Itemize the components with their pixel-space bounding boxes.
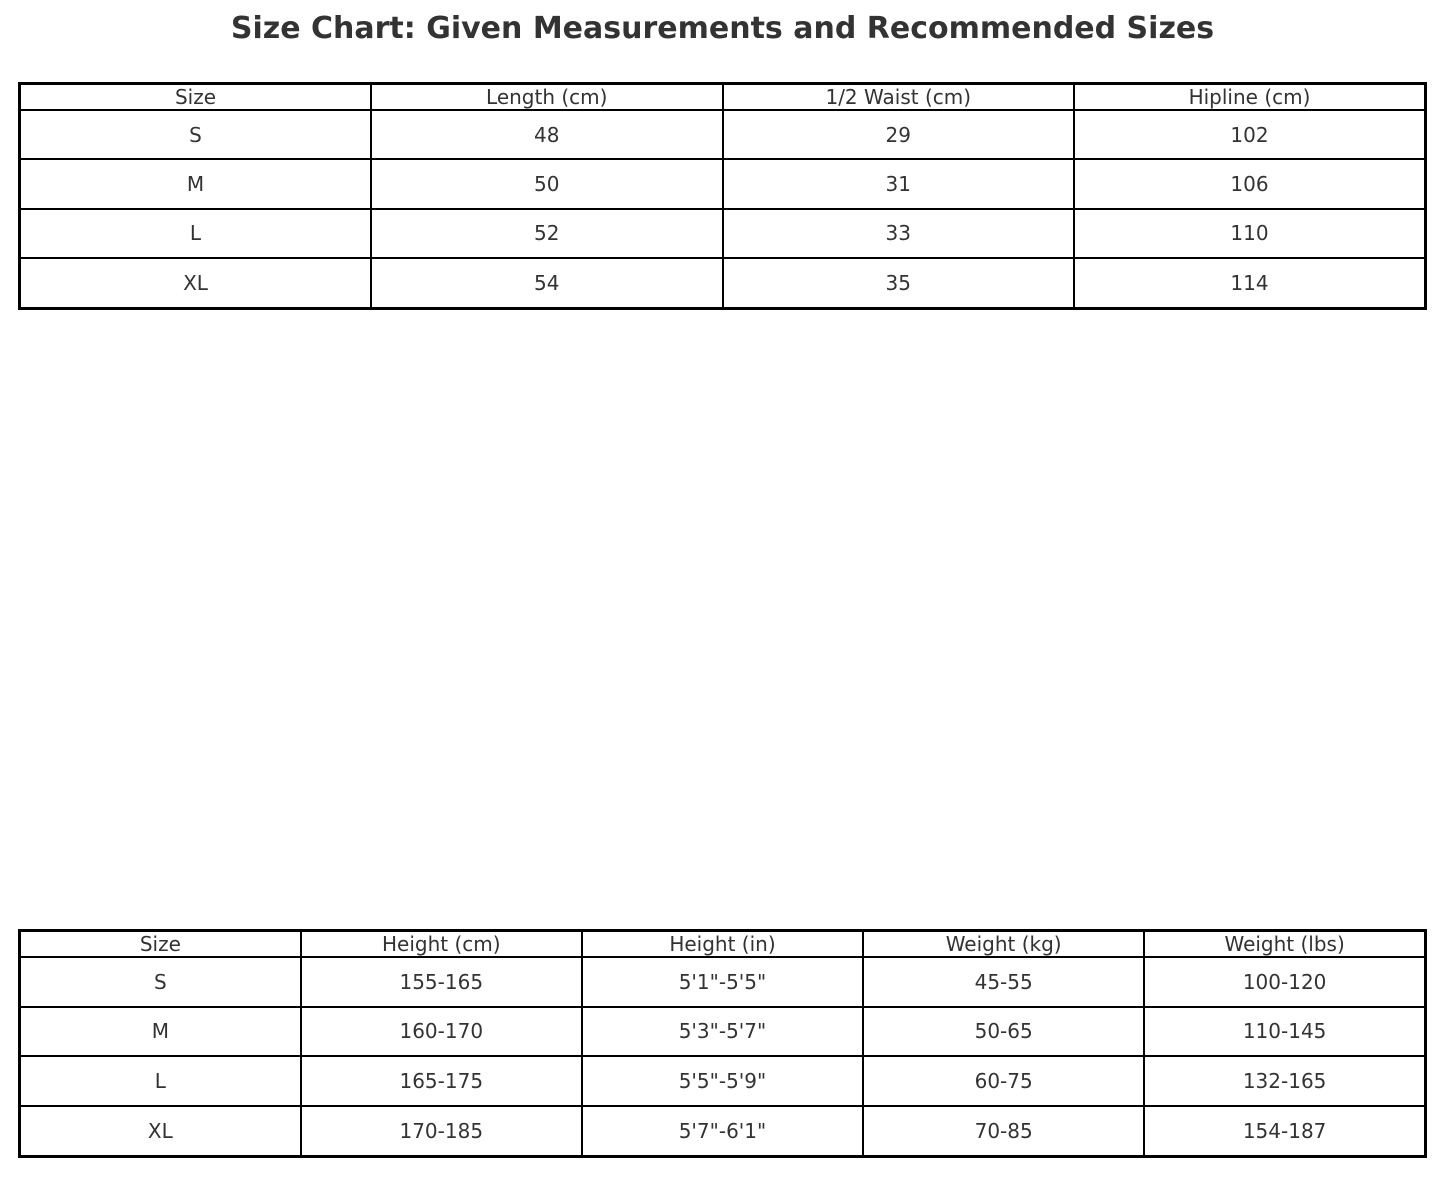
table-cell: M bbox=[18, 158, 372, 210]
table-cell: 70-85 bbox=[862, 1104, 1146, 1158]
column-header-height-cm: Height (cm) bbox=[299, 929, 583, 958]
table-cell: 5'3"-5'7" bbox=[580, 1005, 865, 1058]
table-cell: 132-165 bbox=[1143, 1055, 1427, 1107]
table-row-xl: XL 170-185 5'7"-6'1" 70-85 154-187 bbox=[18, 1104, 1427, 1158]
table-cell: 154-187 bbox=[1143, 1104, 1427, 1158]
column-header-size: Size bbox=[18, 929, 302, 958]
table-cell: 155-165 bbox=[299, 956, 583, 1008]
column-header-waist: 1/2 Waist (cm) bbox=[721, 82, 1075, 111]
table-cell: 50 bbox=[370, 158, 724, 210]
table-cell: XL bbox=[18, 1104, 302, 1158]
recommended-sizes-table: Size Height (cm) Height (in) Weight (kg)… bbox=[18, 929, 1427, 1158]
table-row-xl: XL 54 35 114 bbox=[18, 257, 1427, 310]
table-cell: XL bbox=[18, 257, 372, 310]
table-cell: 102 bbox=[1073, 108, 1427, 161]
table-cell: 114 bbox=[1073, 257, 1427, 310]
table-row-m: M 50 31 106 bbox=[18, 158, 1427, 210]
table-header-row: Size Height (cm) Height (in) Weight (kg)… bbox=[18, 929, 1427, 958]
table-cell: S bbox=[18, 956, 302, 1008]
table-row-l: L 165-175 5'5"-5'9" 60-75 132-165 bbox=[18, 1055, 1427, 1107]
column-header-height-in: Height (in) bbox=[580, 929, 865, 958]
table-cell: 50-65 bbox=[862, 1005, 1146, 1058]
page-title: Size Chart: Given Measurements and Recom… bbox=[230, 11, 1215, 46]
column-header-hipline: Hipline (cm) bbox=[1073, 82, 1427, 111]
table-row-s: S 48 29 102 bbox=[18, 108, 1427, 161]
table-cell: 35 bbox=[721, 257, 1075, 310]
table-cell: 31 bbox=[721, 158, 1075, 210]
table-header-row: Size Length (cm) 1/2 Waist (cm) Hipline … bbox=[18, 82, 1427, 111]
table-cell: 170-185 bbox=[299, 1104, 583, 1158]
table-cell: M bbox=[18, 1005, 302, 1058]
table-cell: L bbox=[18, 1055, 302, 1107]
table-cell: 29 bbox=[721, 108, 1075, 161]
table-cell: 160-170 bbox=[299, 1005, 583, 1058]
table-cell: 33 bbox=[721, 207, 1075, 260]
table-cell: 165-175 bbox=[299, 1055, 583, 1107]
table-row-m: M 160-170 5'3"-5'7" 50-65 110-145 bbox=[18, 1005, 1427, 1058]
table-row-s: S 155-165 5'1"-5'5" 45-55 100-120 bbox=[18, 956, 1427, 1008]
table-cell: 100-120 bbox=[1143, 956, 1427, 1008]
table-cell: 5'5"-5'9" bbox=[580, 1055, 865, 1107]
table-cell: 110 bbox=[1073, 207, 1427, 260]
column-header-weight-lbs: Weight (lbs) bbox=[1143, 929, 1427, 958]
table-cell: 5'7"-6'1" bbox=[580, 1104, 865, 1158]
table-cell: S bbox=[18, 108, 372, 161]
table-cell: 60-75 bbox=[862, 1055, 1146, 1107]
column-header-weight-kg: Weight (kg) bbox=[862, 929, 1146, 958]
table-cell: 5'1"-5'5" bbox=[580, 956, 865, 1008]
column-header-length: Length (cm) bbox=[370, 82, 724, 111]
column-header-size: Size bbox=[18, 82, 372, 111]
table-cell: 54 bbox=[370, 257, 724, 310]
table-cell: 48 bbox=[370, 108, 724, 161]
table-cell: 106 bbox=[1073, 158, 1427, 210]
table-cell: 110-145 bbox=[1143, 1005, 1427, 1058]
given-measurements-table: Size Length (cm) 1/2 Waist (cm) Hipline … bbox=[18, 82, 1427, 310]
table-cell: L bbox=[18, 207, 372, 260]
table-row-l: L 52 33 110 bbox=[18, 207, 1427, 260]
table-cell: 52 bbox=[370, 207, 724, 260]
table-cell: 45-55 bbox=[862, 956, 1146, 1008]
